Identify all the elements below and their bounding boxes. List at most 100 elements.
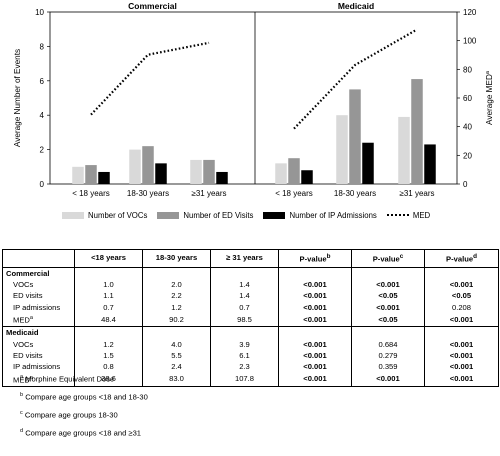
bar: [155, 163, 167, 184]
table-cell: 0.7: [74, 301, 143, 314]
table-cell: <0.001: [278, 372, 352, 387]
table-cell: 1.5: [74, 349, 143, 362]
legend-swatch-ip: [263, 211, 286, 219]
footnote-sup: d: [20, 428, 24, 434]
table-cell: [424, 326, 499, 339]
footnote-text: Compare age groups <18 and ≥31: [25, 428, 142, 438]
table-row: MEDa 48.4 90.2 98.5 <0.001 <0.05 <0.001: [2, 313, 499, 328]
table-header-row: <18 years 18-30 years ≥ 31 years P-value…: [2, 249, 499, 268]
x-tick-label: 18-30 years: [334, 189, 376, 198]
bar: [72, 166, 84, 184]
footnote-sup: b: [20, 392, 24, 398]
bar: [336, 115, 348, 184]
footnote-d: d Compare age groups <18 and ≥31: [20, 428, 141, 438]
legend-item-ip: Number of IP Admissions: [263, 211, 377, 220]
table-cell: 0.279: [351, 349, 425, 362]
row-label: VOCs: [2, 338, 75, 350]
table-cell: 98.5: [210, 313, 279, 328]
header-text: P-value: [372, 254, 400, 264]
footnote-text: Compare age groups <18 and 18-30: [25, 392, 148, 402]
footnote-b: b Compare age groups <18 and 18-30: [20, 392, 148, 402]
footnote-text: Morphine Equivalent Dose: [25, 374, 115, 384]
legend-label-med: MED: [412, 210, 431, 220]
table-cell: 5.5: [142, 349, 211, 362]
legend-item-med: MED: [386, 210, 431, 220]
table-cell: <0.001: [278, 338, 352, 350]
table-cell: 1.1: [74, 290, 143, 302]
row-label-text: IP admissions: [13, 362, 61, 372]
bar: [216, 171, 228, 184]
table-row: IP admissions 0.7 1.2 0.7 <0.001 <0.001 0.208: [2, 301, 499, 314]
table-cell: 0.684: [351, 338, 425, 350]
med-line: [90, 41, 210, 116]
legend-swatch-vocs: [62, 211, 84, 219]
section-title: Medicaid: [2, 326, 75, 339]
legend-label-ed: Number of ED Visits: [183, 210, 254, 220]
row-label: MEDa: [2, 313, 75, 328]
y-right-axis-label: Average MEDa: [485, 70, 494, 125]
y-right-tick-label: 80: [463, 65, 472, 74]
table-cell: 90.2: [142, 313, 211, 328]
table-cell: 4.0: [142, 338, 211, 350]
bar: [398, 116, 410, 184]
row-label: IP admissions: [2, 301, 75, 314]
row-label-text: VOCs: [13, 339, 34, 349]
table-cell: 107.8: [210, 372, 279, 387]
table-row: VOCs 1.0 2.0 1.4 <0.001 <0.001 <0.001: [2, 278, 499, 291]
table-cell: 1.4: [210, 290, 279, 302]
panel-title: Medicaid: [338, 1, 374, 11]
row-label-text: IP admissions: [13, 302, 61, 312]
x-tick-label: ≥31 years: [191, 189, 226, 198]
table-cell: [142, 326, 211, 339]
table-cell: <0.001: [424, 278, 499, 291]
table-header: 18-30 years: [142, 249, 211, 268]
y-right-tick-label: 20: [463, 151, 472, 160]
bar: [98, 171, 110, 184]
table-cell: <0.001: [424, 338, 499, 350]
table-row: MEDa 38.6 83.0 107.8 <0.001 <0.001 <0.001: [2, 372, 499, 387]
table-cell: [210, 326, 279, 339]
table-cell: 1.4: [210, 278, 279, 291]
header-sup: c: [399, 253, 404, 260]
table-cell: [351, 266, 425, 279]
table-header: ≥ 31 years: [210, 249, 279, 268]
table-cell: <0.001: [351, 278, 425, 291]
table-cell: <0.001: [424, 313, 499, 328]
footnote-c: c Compare age groups 18-30: [20, 410, 118, 420]
y-left-tick-label: 6: [40, 77, 45, 86]
table-cell: 0.359: [351, 361, 425, 373]
bar: [129, 149, 141, 184]
bar: [411, 79, 423, 184]
table-cell: 0.8: [74, 361, 143, 373]
table-cell: <0.001: [278, 313, 352, 328]
row-label: ED visits: [2, 290, 75, 302]
table-cell: 2.3: [210, 361, 279, 373]
y-left-axis-label: Average Number of Events: [13, 49, 22, 147]
table-cell: <0.05: [351, 313, 425, 328]
table-cell: 1.0: [74, 278, 143, 291]
y-left-tick-label: 8: [40, 42, 45, 51]
footnote-a: a Morphine Equivalent Dose: [20, 374, 114, 384]
row-label-text: MED: [13, 375, 30, 385]
table-cell: 83.0: [142, 372, 211, 387]
table-cell: [351, 326, 425, 339]
x-tick-label: < 18 years: [72, 189, 110, 198]
y-left-tick-label: 10: [35, 8, 44, 17]
header-sup: d: [473, 253, 477, 260]
y-right-tick-label: 40: [463, 123, 472, 132]
table-cell: <0.001: [278, 290, 352, 302]
y-right-axis-label-text: Average MED: [485, 74, 494, 125]
bar: [275, 163, 287, 184]
table-cell: 0.7: [210, 301, 279, 314]
table-cell: 2.2: [142, 290, 211, 302]
legend-item-vocs: Number of VOCs: [62, 211, 147, 220]
row-label: VOCs: [2, 278, 75, 291]
table-cell: <0.001: [351, 301, 425, 314]
table-header: P-valued: [424, 249, 499, 268]
y-right-tick-label: 100: [463, 37, 477, 46]
bar: [190, 159, 202, 184]
table-cell: [74, 326, 143, 339]
footnote-sup: a: [20, 374, 24, 380]
table-cell: <0.001: [278, 278, 352, 291]
